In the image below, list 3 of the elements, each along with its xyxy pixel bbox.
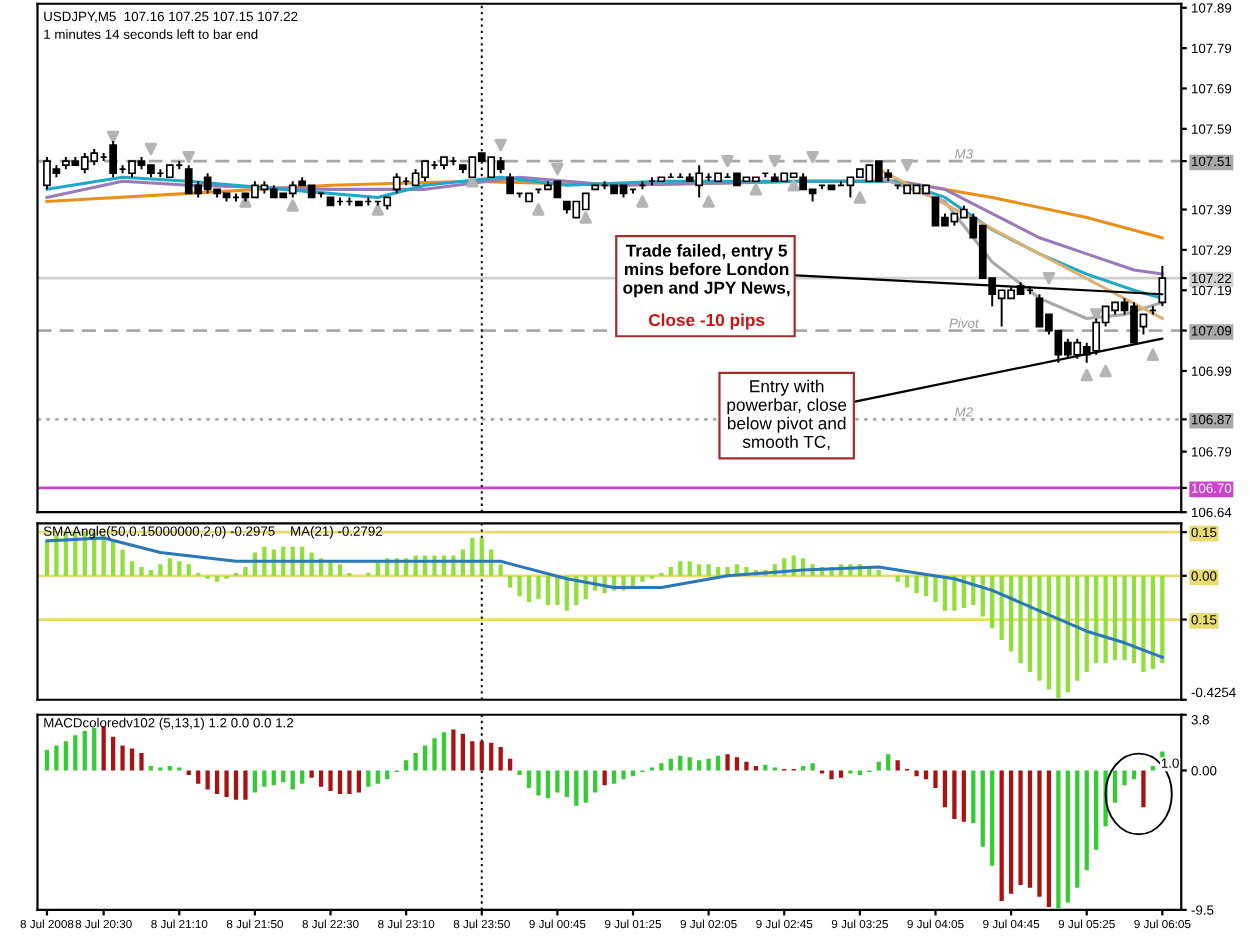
annotation: Trade failed, entry 5 mins before London open and JPY News,: [623, 244, 790, 298]
annotation: Entry with powerbar, close below pivot and smooth TC,: [727, 379, 847, 451]
annotation: Close -10 pips: [648, 313, 765, 330]
